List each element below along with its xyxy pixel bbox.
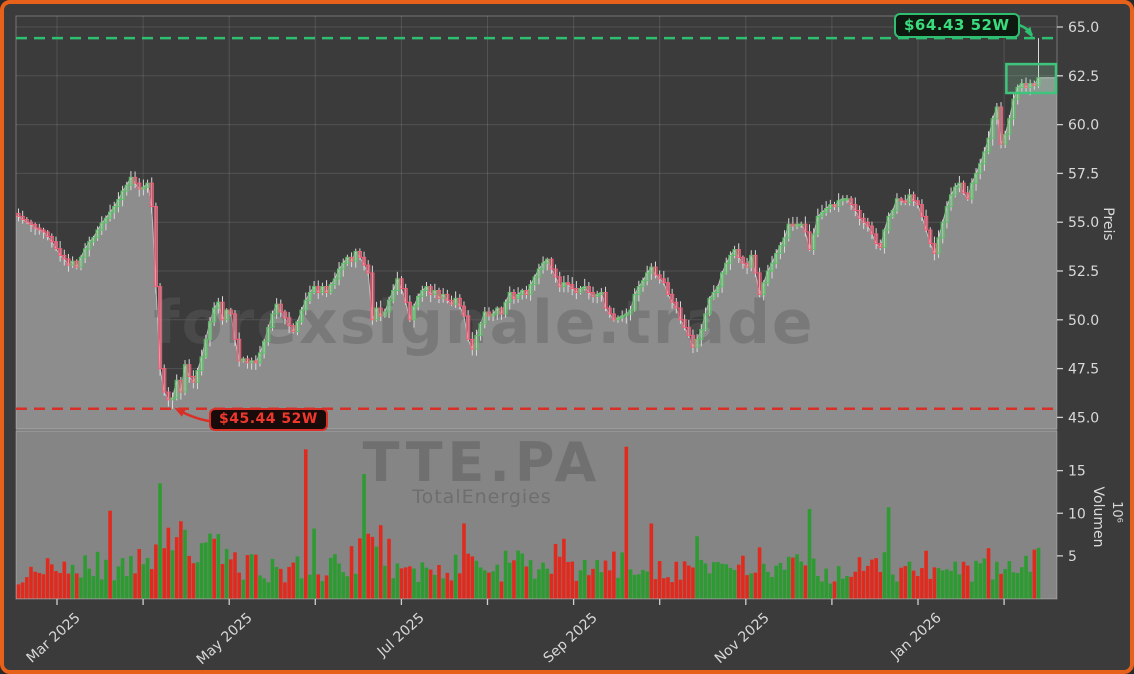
volume-axis-title: Volumen — [1090, 486, 1106, 548]
svg-text:10: 10 — [1068, 506, 1086, 522]
svg-text:60.0: 60.0 — [1068, 118, 1099, 134]
svg-text:55.0: 55.0 — [1068, 215, 1099, 231]
candlesticks — [16, 38, 1041, 409]
price-axis-title: Preis — [1100, 207, 1116, 241]
svg-text:62.5: 62.5 — [1068, 69, 1099, 85]
price-area-fill — [16, 77, 1057, 430]
volume-axis-multiplier: 10⁶ — [1109, 501, 1124, 523]
watermark-symbol: TTE.PA — [363, 431, 602, 494]
svg-text:47.5: 47.5 — [1068, 362, 1099, 378]
high-52w-label: $64.43 52W — [894, 13, 1020, 38]
svg-text:50.0: 50.0 — [1068, 313, 1099, 329]
volume-bars — [16, 446, 1041, 599]
low-52w-label: $45.44 52W — [209, 408, 328, 431]
svg-text:45.0: 45.0 — [1068, 410, 1099, 426]
svg-text:52.5: 52.5 — [1068, 264, 1099, 280]
watermark-subtitle: TotalEnergies — [411, 486, 552, 508]
annotations-and-axes: 65.0 62.5 60.0 57.5 55.0 52.5 50.0 47.5 45.0 15 10… — [15, 15, 1099, 605]
svg-text:15: 15 — [1068, 464, 1086, 480]
svg-text:5: 5 — [1068, 549, 1077, 565]
price-volume-chart: forexsignale.trade TTE.PA TotalEnergies … — [15, 15, 1099, 605]
svg-text:57.5: 57.5 — [1068, 166, 1099, 182]
svg-text:65.0: 65.0 — [1068, 20, 1099, 36]
